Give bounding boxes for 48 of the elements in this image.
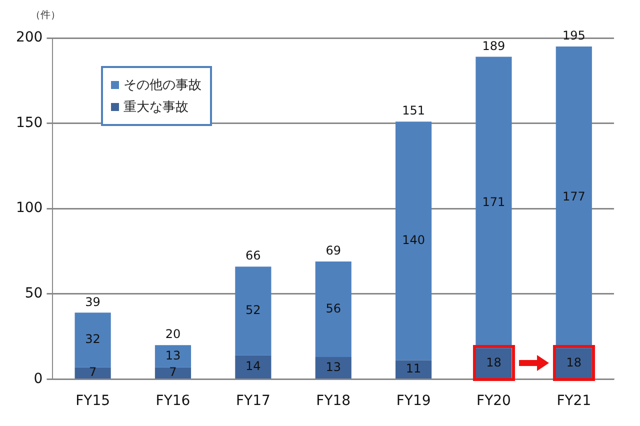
y-tick-label: 150 xyxy=(16,114,43,131)
data-label: 32 xyxy=(85,332,100,346)
bar xyxy=(154,367,192,378)
data-label: 140 xyxy=(402,233,425,248)
bar xyxy=(315,357,352,378)
data-label: 52 xyxy=(246,303,261,318)
bar xyxy=(154,345,192,368)
data-label: 7 xyxy=(169,364,177,379)
y-tick-label: 0 xyxy=(34,370,43,387)
bar xyxy=(235,355,272,378)
data-label: 18 xyxy=(486,356,502,370)
total-label: 189 xyxy=(482,38,506,53)
bar xyxy=(315,261,352,358)
bar xyxy=(74,312,111,368)
bar xyxy=(556,46,592,348)
data-label: 7 xyxy=(88,364,97,379)
data-label: 177 xyxy=(562,190,586,204)
legend-label: その他の事故 xyxy=(124,77,202,94)
data-label: 171 xyxy=(482,194,506,209)
y-axis-title: （件） xyxy=(30,9,61,22)
data-label: 18 xyxy=(566,356,582,370)
total-label: 69 xyxy=(326,244,341,258)
bar xyxy=(235,266,272,356)
bar xyxy=(74,367,111,378)
y-tick-label: 50 xyxy=(24,286,43,302)
data-label: 13 xyxy=(326,360,341,374)
total-label: 66 xyxy=(246,248,261,263)
x-tick-label: FY16 xyxy=(156,393,190,410)
total-label: 151 xyxy=(402,104,425,118)
x-tick-label: FY17 xyxy=(236,393,270,410)
y-tick-label: 200 xyxy=(16,30,43,46)
data-label: 11 xyxy=(406,362,422,376)
legend-label: 重大な事故 xyxy=(124,99,189,116)
bar xyxy=(476,56,512,348)
x-tick-label: FY20 xyxy=(476,393,511,410)
data-label: 14 xyxy=(246,359,261,374)
bar xyxy=(396,122,432,360)
x-tick-label: FY18 xyxy=(316,393,351,410)
total-label: 20 xyxy=(165,327,181,342)
x-tick-label: FY19 xyxy=(396,393,431,410)
total-label: 39 xyxy=(85,294,100,309)
bar xyxy=(396,360,432,378)
x-tick-label: FY15 xyxy=(76,393,110,410)
data-label: 13 xyxy=(165,348,181,362)
total-label: 195 xyxy=(562,28,586,43)
y-tick-label: 100 xyxy=(16,200,43,216)
x-tick-label: FY21 xyxy=(556,393,592,410)
data-label: 56 xyxy=(326,301,341,316)
